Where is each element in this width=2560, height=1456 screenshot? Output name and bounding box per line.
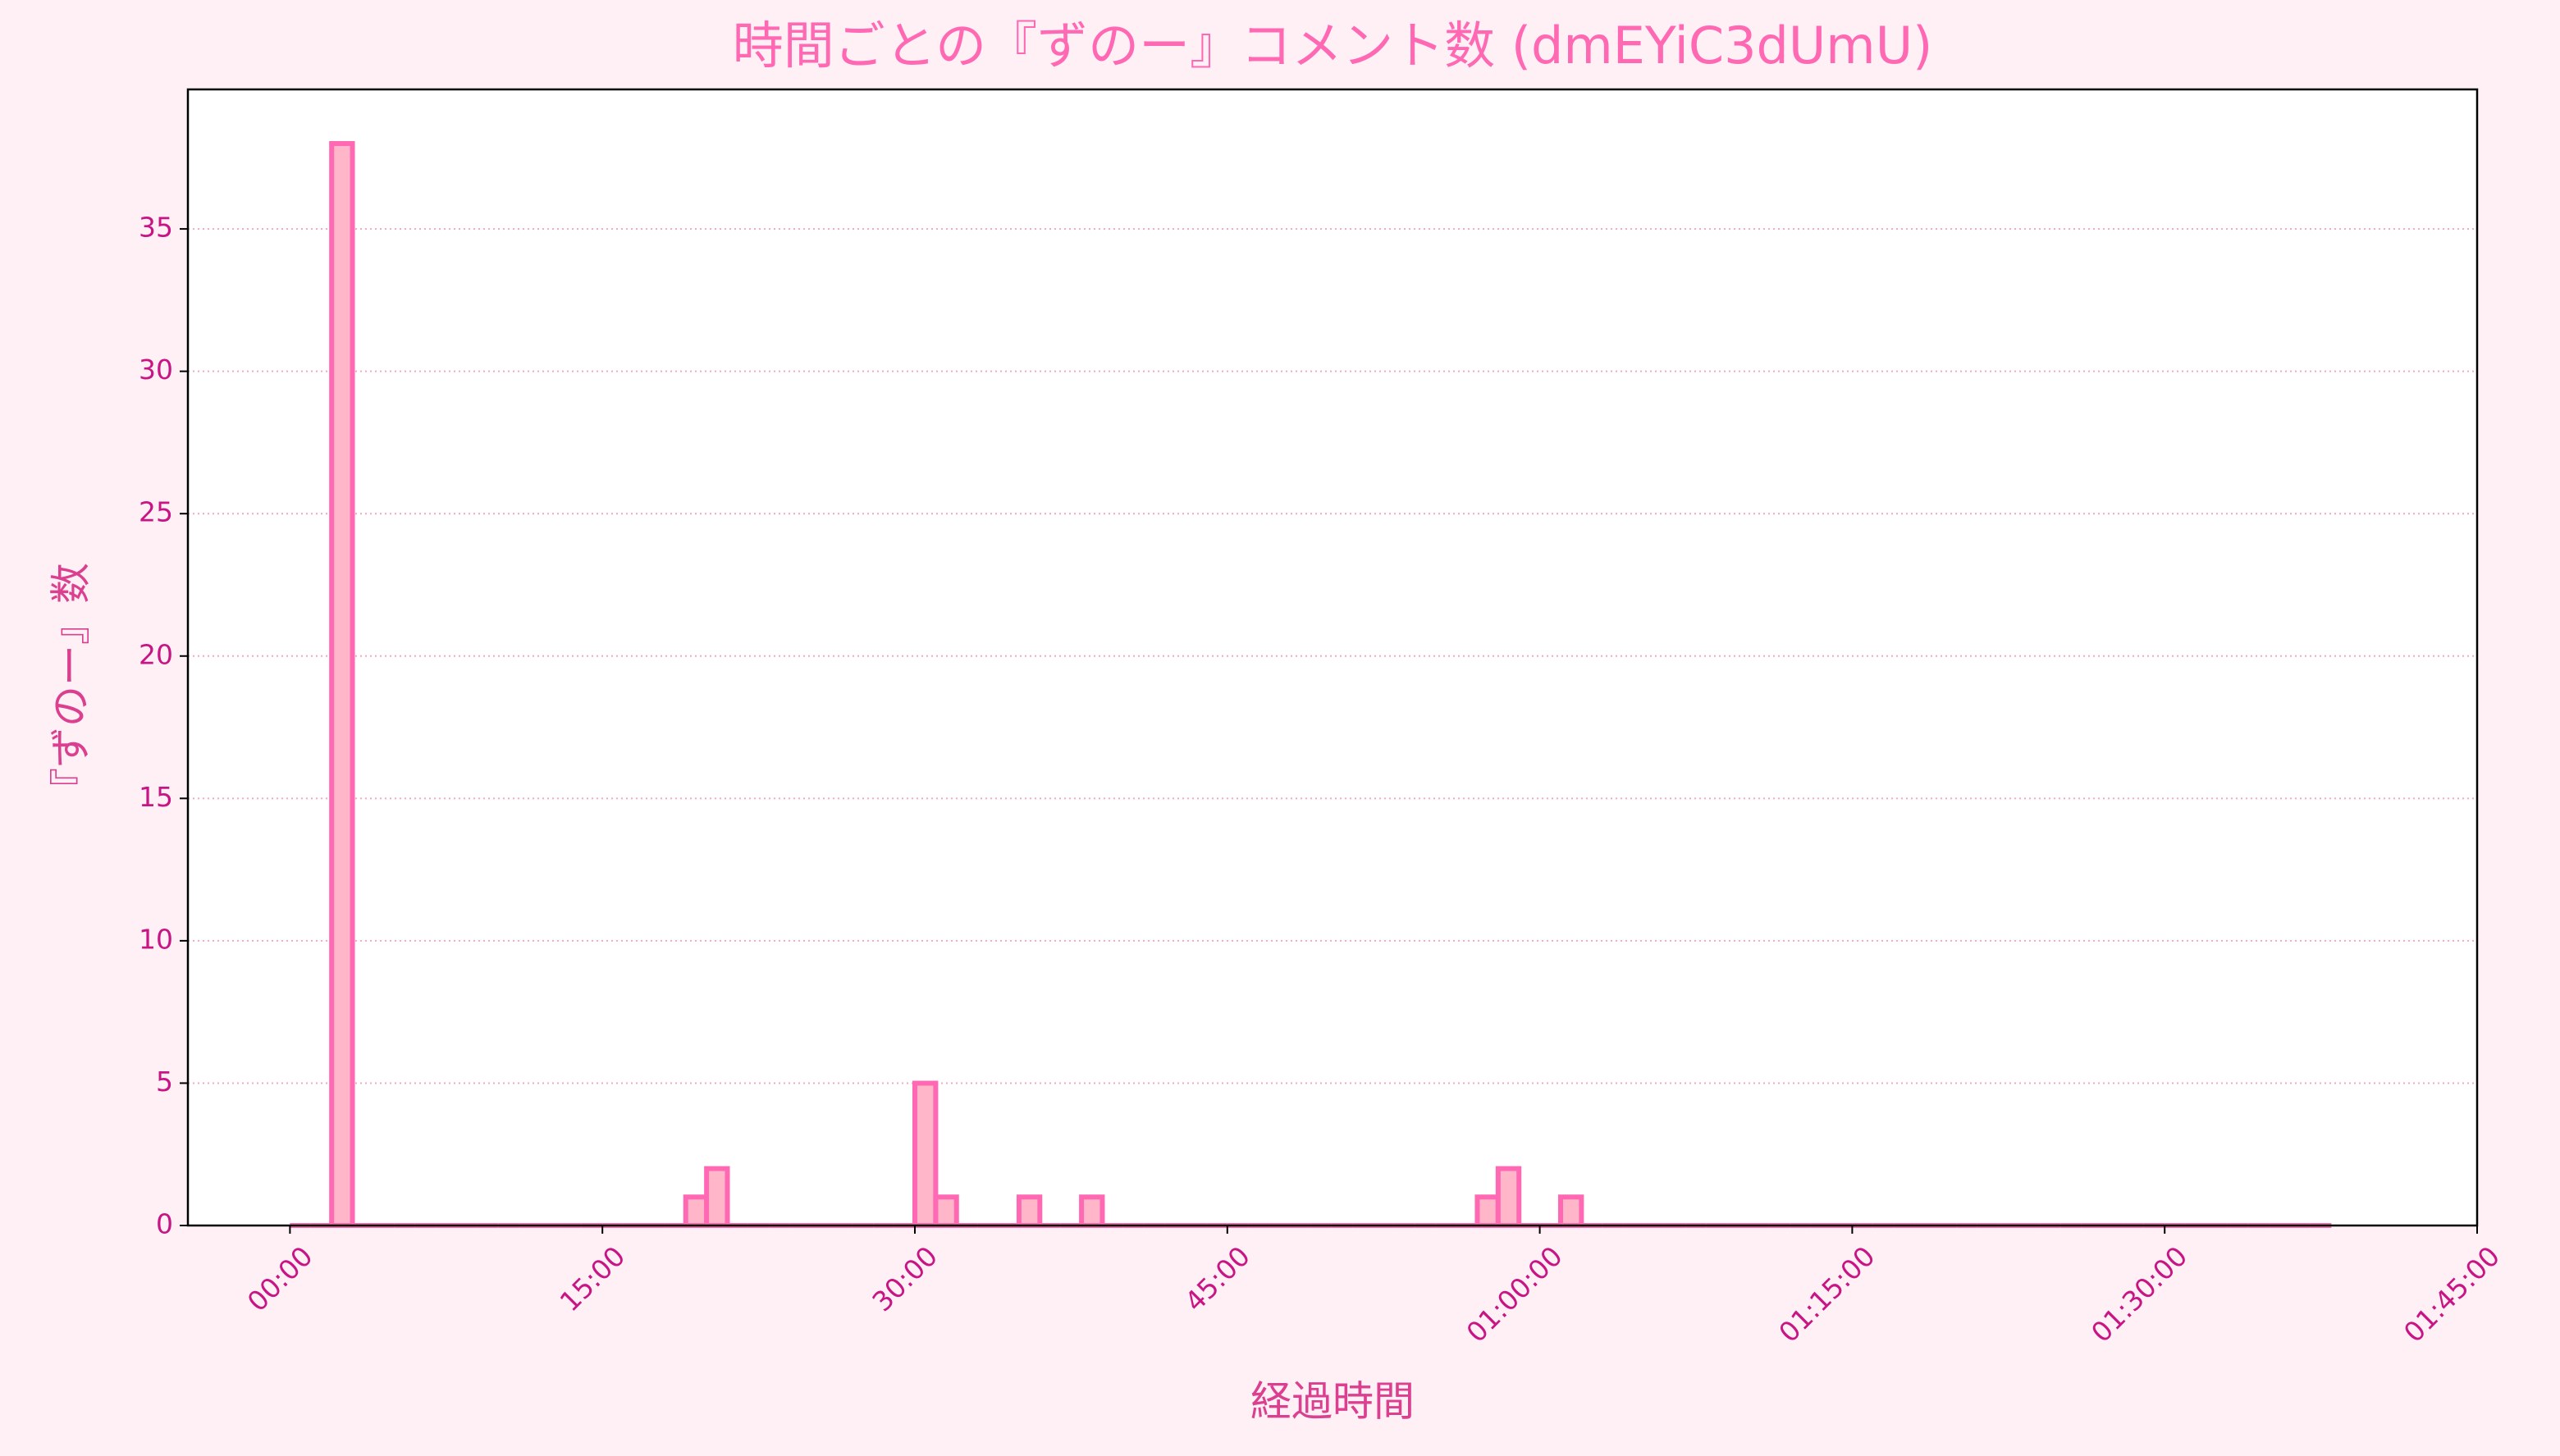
bar: [1016, 1194, 1043, 1228]
bar: [1557, 1194, 1584, 1228]
bar: [329, 140, 355, 1228]
y-tick-label: 25: [139, 496, 173, 528]
bar: [683, 1194, 710, 1228]
y-tick-label: 10: [139, 923, 173, 955]
bar: [1495, 1166, 1522, 1228]
bar: [912, 1080, 939, 1228]
y-tick-label: 35: [139, 212, 173, 244]
bar: [1079, 1194, 1105, 1228]
bar: [704, 1166, 730, 1228]
y-tick-label: 30: [139, 354, 173, 386]
y-tick-label: 15: [139, 781, 173, 813]
chart-title: 時間ごとの『ずのー』コメント数 (dmEYiC3dUmU): [733, 16, 1933, 75]
y-tick-label: 20: [139, 638, 173, 670]
bar: [933, 1194, 959, 1228]
y-axis-label: 『ずのー』数: [48, 563, 95, 809]
bar: [1474, 1194, 1501, 1228]
plot-area: [188, 89, 2477, 1226]
axes-frame: [186, 88, 2479, 1227]
x-axis-label: 経過時間: [1250, 1378, 1415, 1426]
y-tick-label: 0: [156, 1208, 173, 1240]
y-tick-label: 5: [156, 1066, 173, 1098]
